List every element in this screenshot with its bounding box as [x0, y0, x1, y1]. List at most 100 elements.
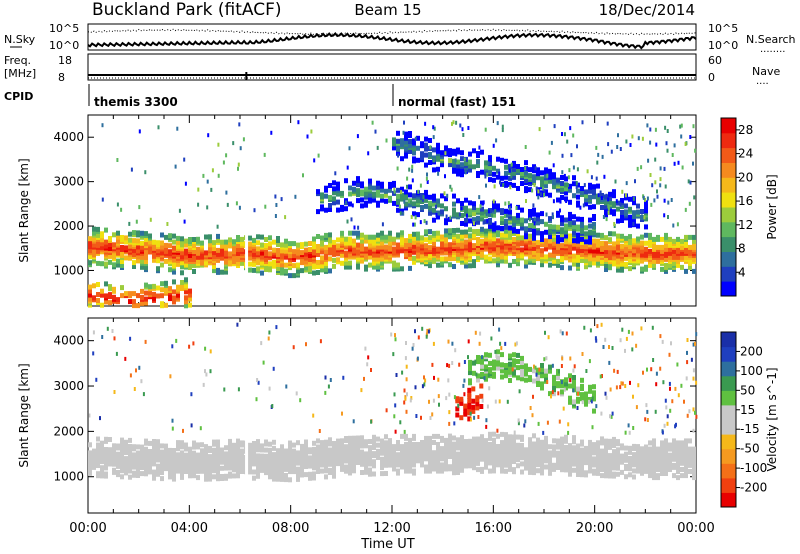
velocity-cell [240, 464, 244, 470]
power-scatter-cell [486, 218, 489, 223]
power-scatter-cell [376, 145, 379, 150]
power-cell [444, 145, 448, 151]
power-scatter-cell [466, 222, 468, 227]
power-cell [488, 155, 492, 161]
power-cell [360, 238, 364, 244]
power-cell [380, 244, 384, 250]
power-cell [516, 261, 520, 267]
power-cell [620, 261, 624, 267]
power-scatter-cell [653, 198, 656, 203]
power-cell [416, 247, 420, 253]
power-cell [496, 238, 500, 244]
velocity-cell [532, 459, 536, 465]
velocity-cell [392, 444, 396, 450]
velocity-cell [112, 461, 116, 467]
power-cell [504, 164, 508, 170]
velocity-cell [580, 392, 584, 398]
power-cell [144, 300, 148, 306]
power-cell [88, 240, 92, 246]
power-scatter-cell [411, 164, 414, 169]
power-cell [264, 267, 268, 272]
power-colorbar-segment [721, 177, 736, 193]
power-cell [440, 260, 444, 266]
power-scatter-cell [535, 186, 538, 191]
power-cell [224, 245, 228, 251]
velocity-cell [604, 452, 608, 458]
velocity-cell [428, 468, 432, 474]
power-cell [144, 259, 148, 265]
power-scatter-cell [444, 174, 446, 179]
power-cell [360, 181, 364, 187]
velocity-cell [432, 466, 436, 472]
power-scatter-cell [414, 215, 417, 220]
power-scatter-cell [492, 199, 495, 204]
power-scatter-cell [449, 215, 452, 220]
power-cell [112, 242, 116, 248]
power-cell [268, 241, 272, 247]
velocity-cell [540, 381, 544, 387]
velocity-cell [164, 466, 168, 472]
velocity-cell [124, 447, 128, 453]
velocity-cell [224, 445, 228, 451]
x-axis-label: Time UT [360, 537, 414, 552]
power-scatter-cell [601, 154, 604, 159]
power-scatter-cell [463, 157, 466, 162]
power-cell [348, 185, 352, 191]
power-scatter-cell [656, 194, 659, 199]
power-scatter-cell [552, 163, 555, 168]
power-cell [144, 282, 148, 288]
velocity-cell [156, 449, 160, 455]
power-scatter-cell [563, 132, 566, 137]
velocity-cell [560, 436, 564, 442]
power-cell [676, 258, 680, 264]
power-cell [188, 253, 192, 258]
power-cell [552, 236, 556, 242]
power-ytick-label: 1000 [53, 263, 84, 277]
power-cell [188, 296, 192, 302]
power-cell [472, 148, 476, 154]
power-cell [208, 246, 212, 252]
power-cell [200, 258, 204, 264]
power-cell [292, 249, 296, 255]
velocity-cell [524, 447, 528, 453]
power-cell [216, 267, 220, 273]
power-cell [212, 240, 216, 246]
power-scatter-cell [509, 185, 512, 190]
power-cell [216, 257, 220, 263]
power-scatter-cell [667, 215, 669, 219]
velocity-cell [236, 444, 240, 450]
velocity-cell [528, 437, 532, 443]
power-scatter-cell [410, 215, 413, 219]
power-cell [560, 227, 564, 233]
power-cell [564, 186, 568, 192]
power-cell [368, 234, 372, 240]
power-cell [336, 181, 340, 187]
power-cell [304, 251, 308, 257]
velocity-cell [88, 466, 92, 472]
power-cell [536, 240, 540, 246]
velocity-cell [160, 449, 164, 455]
power-scatter-cell [444, 151, 447, 156]
power-cell [604, 257, 608, 262]
velocity-cell [488, 431, 492, 437]
velocity-cell [192, 473, 196, 479]
velocity-cell [592, 468, 596, 474]
velocity-cell [484, 352, 488, 358]
velocity-cell [300, 472, 304, 478]
power-scatter-cell [647, 158, 650, 163]
velocity-cell [532, 378, 536, 384]
velocity-cell [200, 442, 204, 448]
power-scatter-cell [667, 200, 670, 205]
power-cell [164, 280, 168, 286]
power-cell [124, 245, 128, 251]
power-cell [340, 204, 344, 210]
power-cell [548, 168, 552, 174]
power-cell [144, 231, 148, 237]
power-scatter-cell [673, 143, 676, 148]
power-cell [488, 223, 492, 229]
velocity-cell [556, 438, 560, 444]
velocity-cell [572, 379, 576, 384]
power-cell [328, 256, 332, 262]
velocity-cell [124, 468, 128, 474]
power-cell [656, 234, 660, 240]
